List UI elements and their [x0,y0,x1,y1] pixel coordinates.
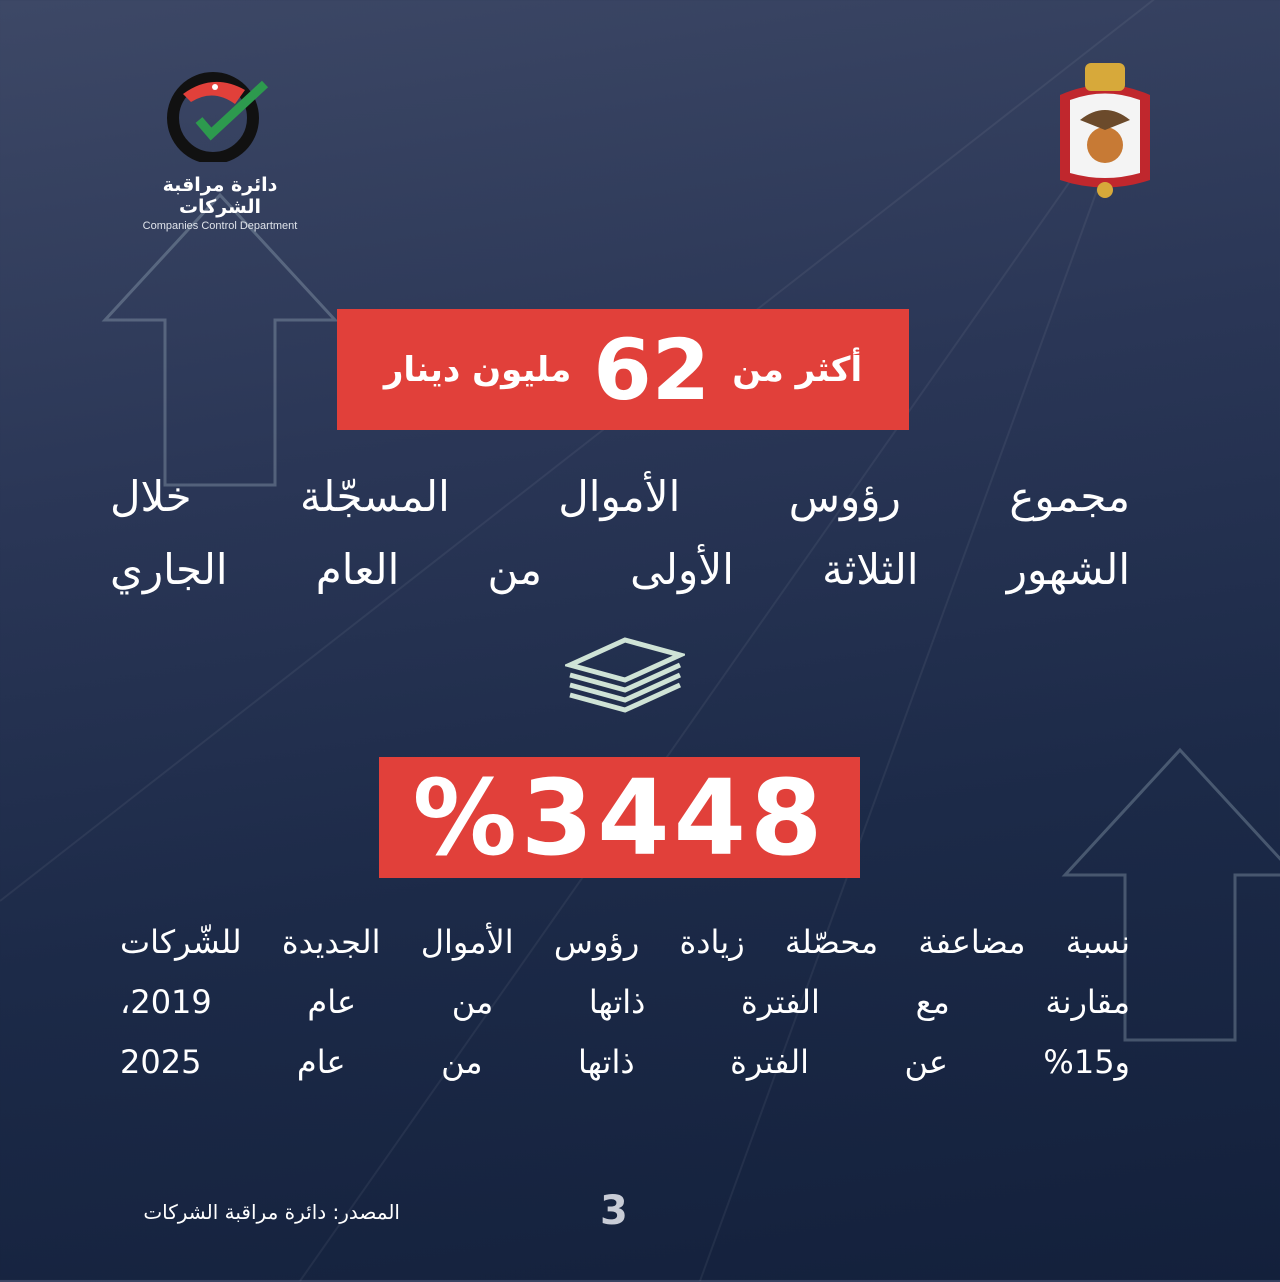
coat-of-arms-icon [1060,63,1150,198]
headline-prefix: أكثر من [732,349,863,390]
description-line: و15% عن الفترة ذاتها من عام 2025 [120,1043,1130,1081]
ccd-logo: دائرة مراقبة الشركات Companies Control D… [120,70,320,232]
page-number: 3 [600,1188,628,1234]
description-line: نسبة مضاعفة محصّلة زيادة رؤوس الأموال ال… [120,923,1130,961]
source-note: المصدر: دائرة مراقبة الشركات [143,1200,400,1224]
headline-banner: أكثر من 62 مليون دينار [337,309,909,430]
headline-suffix: مليون دينار [383,349,572,390]
percentage-banner: %3448 [379,756,860,879]
background-line [299,133,1104,1282]
description: نسبة مضاعفة محصّلة زيادة رؤوس الأموال ال… [120,912,1130,1092]
logo-name-en: Companies Control Department [142,220,298,232]
arrow-up-icon [1061,747,1280,1042]
description-line: مقارنة مع الفترة ذاتها من عام 2019، [120,983,1130,1021]
subtitle-line-2: الشهور الثلاثة الأولى من العام الجاري [110,545,1130,594]
money-stack-icon [565,637,685,713]
subtitle-line-1: مجموع رؤوس الأموال المسجّلة خلال [110,472,1130,521]
ccd-logo-icon [167,72,269,164]
headline-number: 62 [593,320,711,419]
logo-name-ar: دائرة مراقبة الشركات [162,174,278,218]
arrow-up-icon [101,192,339,487]
percentage-value: %3448 [412,756,827,879]
